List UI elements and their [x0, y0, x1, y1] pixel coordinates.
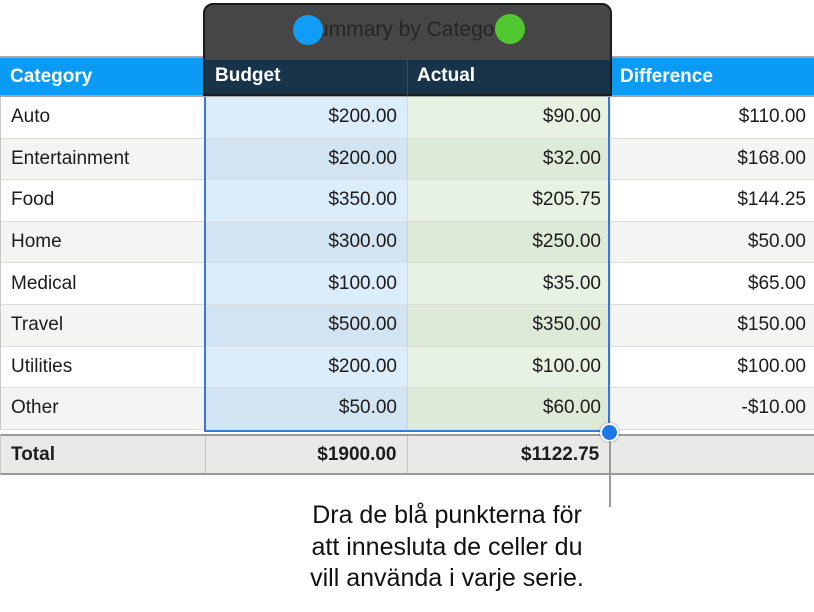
- callout-line: Dra de blå punkterna för: [312, 501, 582, 529]
- cell-budget[interactable]: $100.00: [206, 263, 408, 304]
- cell-difference[interactable]: $100.00: [611, 346, 814, 388]
- table-title: Summary by Category: [303, 18, 512, 41]
- selection-drag-handle[interactable]: [600, 423, 619, 442]
- table-row: Medical $100.00 $35.00 $65.00: [1, 263, 814, 305]
- cell-category[interactable]: Medical: [1, 263, 206, 304]
- cell-budget[interactable]: $350.00: [206, 180, 408, 221]
- cell-budget[interactable]: $200.00: [206, 138, 408, 180]
- table-body: Auto $200.00 $90.00 $110.00 Entertainment $20…: [0, 97, 814, 430]
- cell-actual[interactable]: $32.00: [408, 138, 611, 180]
- header-cell-budget[interactable]: Budget: [215, 65, 281, 86]
- table-row: Utilities $200.00 $100.00 $100.00: [1, 346, 814, 389]
- cell-difference[interactable]: $150.00: [611, 304, 814, 346]
- total-label-cell[interactable]: Total: [1, 436, 206, 473]
- cell-category[interactable]: Other: [1, 388, 206, 429]
- cell-budget[interactable]: $200.00: [206, 97, 408, 138]
- cell-actual[interactable]: $205.75: [408, 180, 611, 221]
- cell-actual[interactable]: $60.00: [408, 388, 611, 429]
- table-row: Auto $200.00 $90.00 $110.00: [1, 97, 814, 139]
- table-row: Other $50.00 $60.00 -$10.00: [1, 388, 814, 430]
- cell-difference[interactable]: $65.00: [611, 263, 814, 304]
- cell-budget[interactable]: $50.00: [206, 388, 408, 429]
- callout-line: vill använda i varje serie.: [310, 564, 584, 592]
- cell-budget[interactable]: $200.00: [206, 346, 408, 388]
- cell-actual[interactable]: $90.00: [408, 97, 611, 138]
- total-budget-cell[interactable]: $1900.00: [206, 436, 408, 473]
- cell-difference[interactable]: $144.25: [611, 180, 814, 221]
- cell-budget[interactable]: $500.00: [206, 304, 408, 346]
- table-row: Food $350.00 $205.75 $144.25: [1, 180, 814, 222]
- header-cell-difference[interactable]: Difference: [610, 58, 814, 95]
- cell-category[interactable]: Food: [1, 180, 206, 221]
- table-total-row: Total $1900.00 $1122.75: [0, 434, 814, 475]
- cell-budget[interactable]: $300.00: [206, 221, 408, 263]
- cell-category[interactable]: Travel: [1, 304, 206, 346]
- cell-difference[interactable]: $50.00: [611, 221, 814, 263]
- cell-category[interactable]: Entertainment: [1, 138, 206, 180]
- callout-text: Dra de blå punkterna för att innesluta d…: [237, 500, 657, 595]
- callout-leader-line: [609, 441, 611, 507]
- table-row: Home $300.00 $250.00 $50.00: [1, 221, 814, 264]
- cell-difference[interactable]: $168.00: [611, 138, 814, 180]
- cell-actual[interactable]: $250.00: [408, 221, 611, 263]
- cell-difference[interactable]: -$10.00: [611, 388, 814, 429]
- table-row: Entertainment $200.00 $32.00 $168.00: [1, 138, 814, 181]
- cell-difference[interactable]: $110.00: [611, 97, 814, 138]
- budget-series-handle-icon[interactable]: [293, 15, 323, 45]
- header-column-divider: [407, 60, 408, 96]
- cell-actual[interactable]: $100.00: [408, 346, 611, 388]
- cell-category[interactable]: Auto: [1, 97, 206, 138]
- header-cell-category[interactable]: Category: [0, 58, 205, 95]
- cell-actual[interactable]: $35.00: [408, 263, 611, 304]
- table-row: Travel $500.00 $350.00 $150.00: [1, 304, 814, 347]
- cell-category[interactable]: Home: [1, 221, 206, 263]
- header-cell-actual[interactable]: Actual: [417, 65, 476, 86]
- actual-series-handle-icon[interactable]: [495, 14, 525, 44]
- cell-category[interactable]: Utilities: [1, 346, 206, 388]
- total-actual-cell[interactable]: $1122.75: [408, 436, 611, 473]
- total-difference-cell[interactable]: [610, 436, 814, 473]
- cell-actual[interactable]: $350.00: [408, 304, 611, 346]
- callout-line: att innesluta de celler du: [311, 532, 583, 561]
- table-title-bar: Summary by Category Budget Actual: [203, 3, 612, 96]
